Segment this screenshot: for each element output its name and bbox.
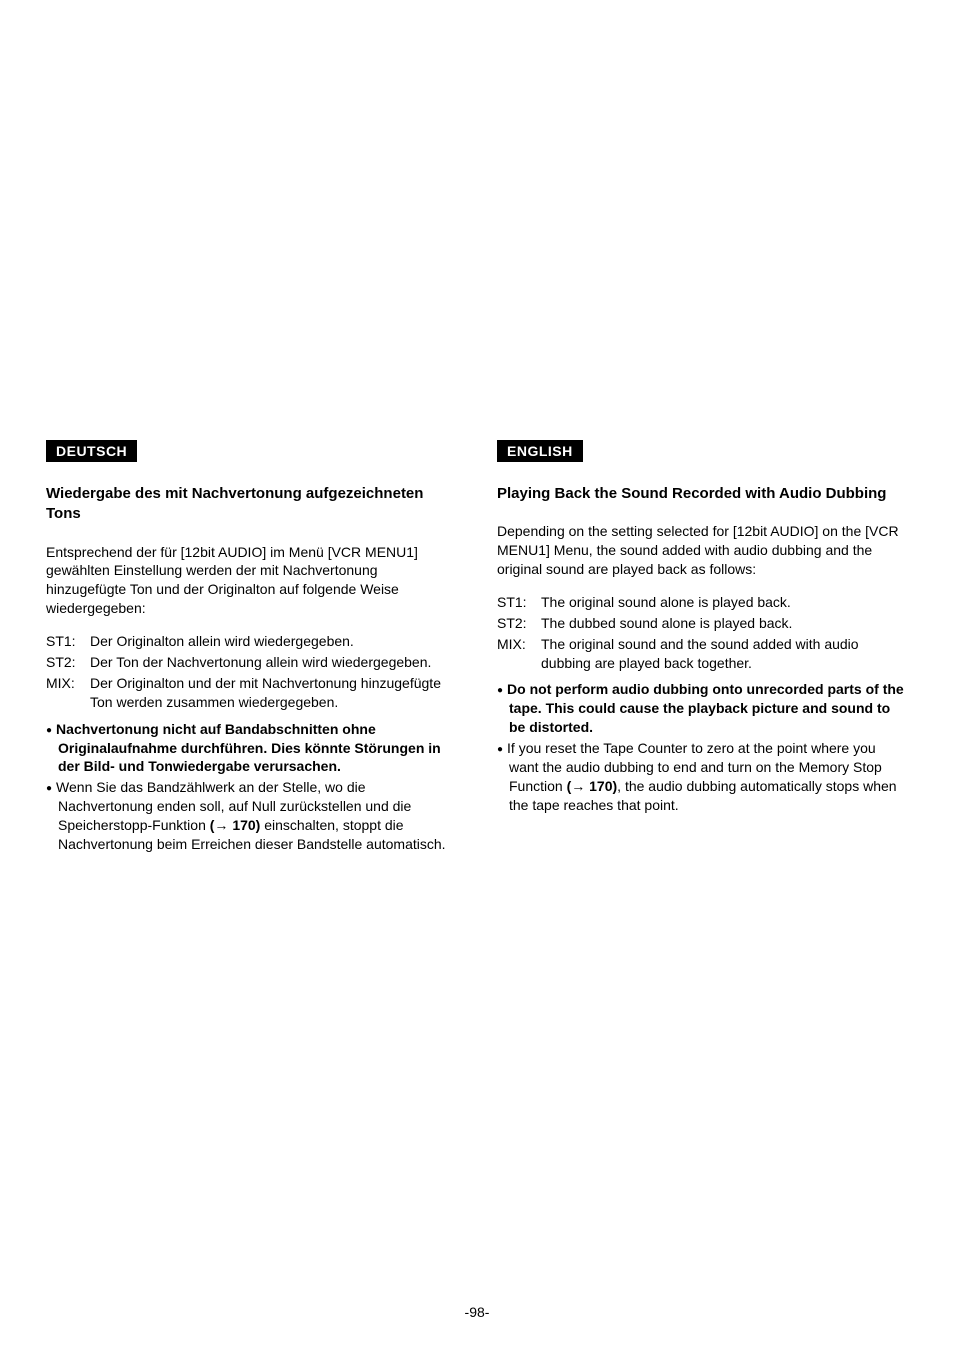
left-column: DEUTSCH Wiedergabe des mit Nachvertonung… <box>46 440 457 856</box>
right-intro: Depending on the setting selected for [1… <box>497 522 908 579</box>
def-row: ST2:Der Ton der Nachvertonung allein wir… <box>46 653 457 672</box>
right-heading: Playing Back the Sound Recorded with Aud… <box>497 484 908 504</box>
bullet-text: (→ 170) <box>567 778 618 794</box>
def-row: ST1:The original sound alone is played b… <box>497 593 908 612</box>
def-key: ST1: <box>46 632 90 651</box>
def-val: Der Ton der Nachvertonung allein wird wi… <box>90 653 457 672</box>
bullet-text: (→ 170) <box>210 817 261 833</box>
def-key: MIX: <box>497 635 541 673</box>
bullet-item: Nachvertonung nicht auf Bandabschnitten … <box>46 720 457 777</box>
def-row: MIX:Der Originalton und der mit Nachvert… <box>46 674 457 712</box>
right-bullets: Do not perform audio dubbing onto unreco… <box>497 680 908 814</box>
def-key: ST2: <box>46 653 90 672</box>
lang-badge-deutsch: DEUTSCH <box>46 440 137 462</box>
def-val: Der Originalton und der mit Nachvertonun… <box>90 674 457 712</box>
left-intro: Entsprechend der für [12bit AUDIO] im Me… <box>46 543 457 619</box>
bullet-item: Do not perform audio dubbing onto unreco… <box>497 680 908 737</box>
def-val: The dubbed sound alone is played back. <box>541 614 908 633</box>
def-row: ST2:The dubbed sound alone is played bac… <box>497 614 908 633</box>
left-bullets: Nachvertonung nicht auf Bandabschnitten … <box>46 720 457 854</box>
def-key: MIX: <box>46 674 90 712</box>
def-val: The original sound and the sound added w… <box>541 635 908 673</box>
def-val: Der Originalton allein wird wiedergegebe… <box>90 632 457 651</box>
right-def-list: ST1:The original sound alone is played b… <box>497 593 908 673</box>
def-key: ST1: <box>497 593 541 612</box>
lang-badge-english: ENGLISH <box>497 440 583 462</box>
def-row: MIX:The original sound and the sound add… <box>497 635 908 673</box>
bullet-item: Wenn Sie das Bandzählwerk an der Stelle,… <box>46 778 457 854</box>
right-column: ENGLISH Playing Back the Sound Recorded … <box>497 440 908 856</box>
bullet-text: Do not perform audio dubbing onto unreco… <box>507 681 904 735</box>
columns: DEUTSCH Wiedergabe des mit Nachvertonung… <box>46 440 908 856</box>
def-val: The original sound alone is played back. <box>541 593 908 612</box>
bullet-item: If you reset the Tape Counter to zero at… <box>497 739 908 815</box>
bullet-text: Nachvertonung nicht auf Bandabschnitten … <box>56 721 441 775</box>
left-def-list: ST1:Der Originalton allein wird wiederge… <box>46 632 457 712</box>
def-key: ST2: <box>497 614 541 633</box>
page-number: -98- <box>0 1304 954 1320</box>
def-row: ST1:Der Originalton allein wird wiederge… <box>46 632 457 651</box>
left-heading: Wiedergabe des mit Nachvertonung aufgeze… <box>46 484 457 525</box>
page: DEUTSCH Wiedergabe des mit Nachvertonung… <box>0 0 954 1348</box>
